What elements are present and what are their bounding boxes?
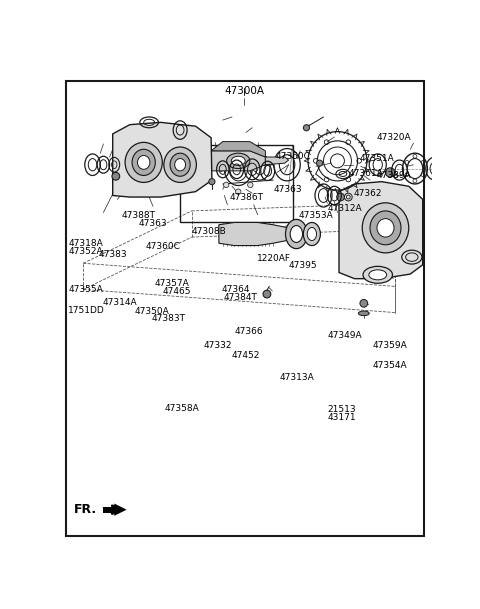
Ellipse shape — [132, 149, 156, 175]
Text: 43171: 43171 — [328, 413, 357, 422]
Text: 47352A: 47352A — [68, 247, 103, 256]
Ellipse shape — [164, 147, 196, 183]
Text: 47357A: 47357A — [155, 280, 190, 289]
Polygon shape — [339, 181, 423, 279]
Text: 47362: 47362 — [354, 189, 383, 199]
Text: 47308B: 47308B — [192, 227, 227, 236]
Circle shape — [218, 166, 224, 171]
Text: 47358A: 47358A — [165, 404, 200, 413]
Circle shape — [336, 193, 345, 201]
Ellipse shape — [369, 270, 387, 280]
Text: 47452: 47452 — [232, 351, 260, 360]
Ellipse shape — [175, 158, 186, 171]
Text: 47384T: 47384T — [224, 292, 258, 301]
Text: 47383: 47383 — [99, 250, 128, 259]
Circle shape — [263, 290, 271, 298]
Circle shape — [112, 172, 120, 180]
Ellipse shape — [227, 153, 250, 169]
Text: 47363: 47363 — [274, 185, 302, 194]
Bar — [180, 146, 292, 222]
Circle shape — [252, 166, 258, 171]
Circle shape — [224, 182, 229, 188]
Polygon shape — [114, 504, 127, 516]
Text: 47360C: 47360C — [145, 242, 180, 251]
Ellipse shape — [307, 228, 316, 241]
Text: 47349A: 47349A — [328, 331, 362, 340]
Text: 47465: 47465 — [162, 287, 191, 297]
Text: 21513: 21513 — [328, 405, 357, 414]
Polygon shape — [265, 157, 288, 164]
Polygon shape — [103, 507, 116, 513]
Circle shape — [236, 189, 241, 194]
Circle shape — [303, 125, 310, 131]
Text: 47353A: 47353A — [298, 211, 333, 220]
Text: 47360C: 47360C — [275, 152, 310, 161]
Text: 47366: 47366 — [234, 327, 263, 336]
Text: 47300A: 47300A — [224, 86, 264, 96]
Polygon shape — [113, 122, 212, 197]
Polygon shape — [211, 142, 265, 157]
Ellipse shape — [359, 311, 369, 315]
Ellipse shape — [170, 153, 190, 176]
Circle shape — [224, 150, 229, 155]
Text: 1220AF: 1220AF — [257, 253, 291, 262]
Ellipse shape — [303, 222, 321, 245]
Text: 47351A: 47351A — [360, 153, 394, 163]
Ellipse shape — [362, 203, 409, 253]
Text: 47361A: 47361A — [348, 169, 383, 178]
Text: 47359A: 47359A — [372, 341, 407, 350]
Text: 47395: 47395 — [289, 261, 317, 270]
Text: 47388T: 47388T — [121, 211, 156, 220]
Circle shape — [316, 160, 323, 166]
Text: 47364: 47364 — [222, 285, 251, 294]
Ellipse shape — [370, 211, 401, 245]
Ellipse shape — [125, 143, 162, 183]
Circle shape — [209, 178, 215, 185]
Circle shape — [360, 300, 368, 307]
Ellipse shape — [231, 157, 245, 166]
Text: 47383T: 47383T — [151, 314, 185, 323]
Text: 47314A: 47314A — [103, 298, 137, 307]
Circle shape — [385, 168, 395, 177]
Text: 47313A: 47313A — [279, 373, 314, 382]
Ellipse shape — [290, 225, 302, 242]
Ellipse shape — [137, 155, 150, 169]
Text: 47312A: 47312A — [328, 205, 362, 213]
Text: 47350A: 47350A — [134, 306, 169, 315]
Ellipse shape — [363, 266, 393, 283]
Circle shape — [248, 150, 253, 155]
Ellipse shape — [377, 219, 394, 237]
Text: 47320A: 47320A — [377, 133, 411, 142]
Polygon shape — [186, 151, 265, 171]
Text: FR.: FR. — [74, 503, 97, 516]
Text: 47318A: 47318A — [68, 239, 103, 248]
Circle shape — [442, 178, 450, 186]
Circle shape — [236, 143, 241, 148]
Text: 47363: 47363 — [138, 219, 167, 228]
Text: 47354A: 47354A — [372, 362, 407, 370]
Text: 47355A: 47355A — [68, 285, 103, 294]
Circle shape — [248, 182, 253, 188]
Text: 47386T: 47386T — [229, 192, 263, 202]
Text: 47389A: 47389A — [377, 171, 411, 180]
Text: 47332: 47332 — [203, 341, 232, 350]
Ellipse shape — [286, 219, 307, 248]
Text: 1751DD: 1751DD — [68, 306, 105, 315]
Polygon shape — [219, 222, 288, 245]
